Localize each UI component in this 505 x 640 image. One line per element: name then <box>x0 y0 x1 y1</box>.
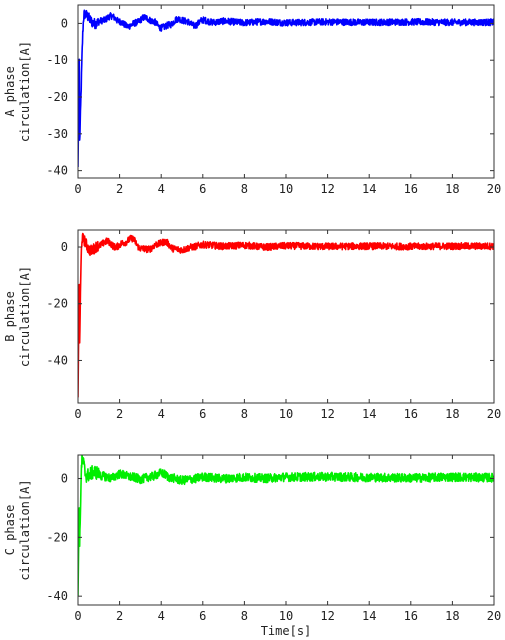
y-tick-label: -10 <box>46 53 68 67</box>
x-tick-label: 6 <box>199 182 206 196</box>
y-tick-label: -40 <box>46 589 68 603</box>
x-tick-label: 10 <box>279 609 293 623</box>
x-tick-label: 12 <box>320 407 334 421</box>
x-tick-label: 4 <box>158 407 165 421</box>
y-tick-label: 0 <box>61 16 68 30</box>
panel-3: 0 2 4 6 8 10 12 14 16 18 20 0 -20 -40 C phasecirculati… <box>3 454 501 638</box>
x-tick-label: 8 <box>241 609 248 623</box>
x-tick-label: 20 <box>487 609 501 623</box>
y-tick-label: -40 <box>46 164 68 178</box>
plot-frame <box>77 4 495 179</box>
y-tick-label: -20 <box>46 530 68 544</box>
x-tick-label: 8 <box>241 407 248 421</box>
y-tick-label: -40 <box>46 353 68 367</box>
x-tick-label: 16 <box>404 609 418 623</box>
x-tick-label: 6 <box>199 609 206 623</box>
x-tick-label: 14 <box>362 182 376 196</box>
panel-2: 0 2 4 6 8 10 12 14 16 18 20 0 -20 -40 B phasecirculati… <box>3 229 501 421</box>
x-tick-label: 20 <box>487 182 501 196</box>
x-tick-label: 16 <box>404 407 418 421</box>
y-tick-label: 0 <box>61 240 68 254</box>
x-axis-label: Time[s] <box>261 624 312 638</box>
x-tick-label: 8 <box>241 182 248 196</box>
x-tick-label: 18 <box>445 182 459 196</box>
series-line-3 <box>78 455 494 597</box>
x-tick-label: 6 <box>199 407 206 421</box>
x-tick-label: 2 <box>116 609 123 623</box>
y-axis-label: B phasecirculation[A] <box>3 266 32 367</box>
x-tick-label: 10 <box>279 407 293 421</box>
x-tick-label: 4 <box>158 609 165 623</box>
series-line-1 <box>78 9 494 167</box>
x-tick-label: 18 <box>445 407 459 421</box>
x-tick-label: 0 <box>74 407 81 421</box>
y-tick-label: -20 <box>46 297 68 311</box>
y-tick-label: -20 <box>46 90 68 104</box>
x-tick-label: 18 <box>445 609 459 623</box>
x-tick-label: 14 <box>362 609 376 623</box>
x-tick-label: 16 <box>404 182 418 196</box>
series-line-2 <box>78 232 494 398</box>
x-tick-label: 2 <box>116 182 123 196</box>
plot-frame <box>77 229 495 404</box>
x-tick-label: 12 <box>320 609 334 623</box>
panels-container: 0 2 4 6 8 10 12 14 16 18 200-10-20-30-40A phasecir… <box>3 4 501 638</box>
x-tick-label: 14 <box>362 407 376 421</box>
y-axis-label: C phasecirculation[A] <box>3 479 32 580</box>
x-tick-label: 2 <box>116 407 123 421</box>
x-tick-label: 4 <box>158 182 165 196</box>
y-tick-label: 0 <box>61 472 68 486</box>
x-tick-label: 20 <box>487 407 501 421</box>
y-tick-label: -30 <box>46 127 68 141</box>
x-tick-label: 10 <box>279 182 293 196</box>
y-axis-label: A phasecirculation[A] <box>3 41 32 142</box>
x-tick-label: 12 <box>320 182 334 196</box>
panel-1: 0 2 4 6 8 10 12 14 16 18 20 0 -10 -20 -30 -40 A phasecir… <box>3 4 501 196</box>
x-tick-label: 0 <box>74 609 81 623</box>
x-tick-label: 0 <box>74 182 81 196</box>
